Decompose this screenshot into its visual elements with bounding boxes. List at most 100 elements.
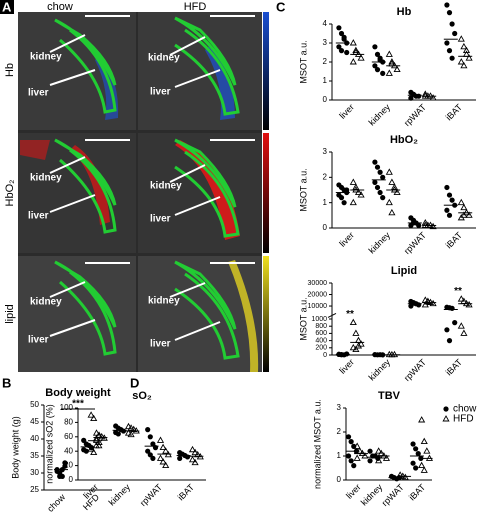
triangle-marker [98,432,106,440]
dot [88,445,95,451]
triangle-marker [159,443,167,451]
triangle-marker [375,447,383,454]
row-label: Hb [4,63,16,77]
triangle-marker [385,198,393,206]
triangle-marker [352,345,360,353]
triangle-marker [357,340,365,347]
y-tick-label: 400 [315,337,327,344]
y-tick-label: 2 [323,57,328,66]
organ-label: kidney [30,297,62,308]
y-tick-label: 1 [323,198,328,207]
triangle-marker [159,458,167,465]
y-tick-label: 10000 [308,303,328,310]
triangle-marker [90,414,98,422]
dot [444,327,450,333]
panel-letter: B [2,375,11,390]
y-tick-label: 50 [30,400,39,409]
triangle-marker [460,211,468,218]
column-label: chow [47,1,73,13]
triangle-marker [460,42,468,50]
triangle-marker [429,299,437,307]
panel-letter: C [276,0,286,14]
x-tick-label: liver [337,230,356,249]
triangle-marker [418,461,426,469]
y-tick-label: 200 [315,345,327,352]
dot [120,428,127,434]
x-tick-label: liver [337,357,356,376]
dot [444,40,450,46]
dot [449,21,455,27]
triangle-marker [420,466,428,473]
y-tick-label: 30 [30,468,39,477]
organ-label: liver [150,214,171,225]
y-tick-label: 0 [323,352,327,359]
x-tick-label: rpWAT [138,482,165,509]
dot [443,406,449,412]
y-axis-label: normalized MSOT a.u. [312,399,322,489]
x-tick-label: liver [337,102,356,121]
dot [344,187,350,193]
triangle-marker [124,429,133,436]
triangle-marker [401,473,409,481]
triangle-marker [92,429,101,436]
dot [380,174,386,180]
x-tick-label: kidney [367,357,393,383]
triangle-marker [457,198,465,206]
x-tick-label: iBAT [444,357,465,378]
x-tick-label: iBAT [407,482,428,503]
organ-label: kidney [150,181,182,192]
y-tick-label: 2 [337,427,342,436]
triangle-marker [429,222,437,230]
organ-label: kidney [30,52,62,63]
y-tick-label: 45 [30,417,39,426]
dot [341,200,347,206]
dot [449,55,455,61]
dot [408,95,414,101]
y-tick-label: 60 [64,432,73,441]
dot [367,458,373,464]
triangle-marker [162,447,170,454]
triangle-marker [353,442,361,449]
y-tick-label: 0 [323,223,328,232]
triangle-marker [465,211,473,218]
x-tick-label: iBAT [176,482,197,503]
panel-letter: D [130,375,139,390]
chart-title: Lipid [391,265,417,277]
y-tick-label: 3 [323,147,328,156]
dot [338,195,345,201]
dot [150,455,156,461]
x-tick-label: iBAT [444,230,465,251]
triangle-marker [388,208,396,216]
triangle-marker [462,46,471,54]
y-tick-label: 80 [64,418,73,427]
triangle-marker [423,447,431,454]
triangle-marker [92,441,100,449]
y-tick-label: 1000 [311,316,327,323]
triangle-marker [393,65,401,73]
image-panel: chow HFD Hb HbO₂ lipid kidney liver kidn… [0,1,269,372]
dot [374,51,381,58]
triangle-marker [353,454,361,461]
dot [336,44,342,50]
triangle-marker [349,58,357,65]
significance: ** [346,309,354,320]
dot [147,434,153,440]
triangle-marker [460,203,468,211]
dot [377,57,383,63]
dot [372,159,378,165]
triangle-marker [349,39,357,46]
dot [338,48,345,54]
triangle-marker [95,438,103,446]
triangle-marker [357,54,365,61]
triangle-marker [191,458,199,466]
dot [62,460,68,466]
y-axis-label: MSOT a.u. [298,168,308,211]
triangle-marker [90,448,98,456]
y-tick-label: 40 [30,434,39,443]
y-tick-label: 3 [337,403,342,412]
dot [336,25,342,31]
x-tick-label: kidney [367,102,393,128]
row-label: lipid [4,304,16,324]
significance: ** [454,286,462,297]
